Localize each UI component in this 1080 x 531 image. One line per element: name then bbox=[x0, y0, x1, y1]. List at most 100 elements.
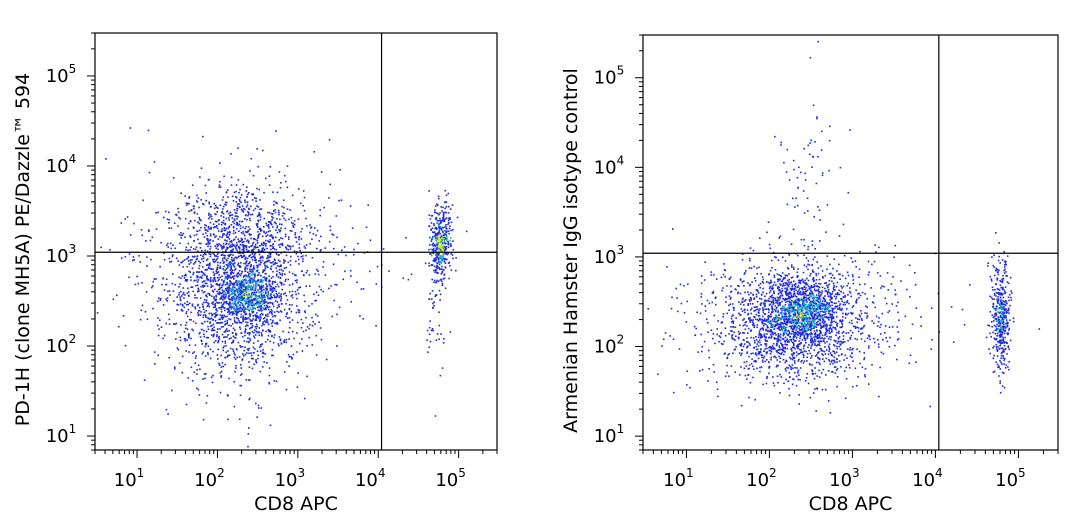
event-dot bbox=[753, 324, 756, 327]
event-dot bbox=[239, 345, 241, 347]
event-dot bbox=[285, 180, 287, 183]
event-dot bbox=[146, 318, 149, 321]
event-dot bbox=[186, 265, 189, 268]
event-dot bbox=[215, 282, 218, 285]
event-dot bbox=[188, 318, 191, 321]
event-dot bbox=[210, 205, 212, 208]
event-dot bbox=[251, 213, 254, 216]
event-dot bbox=[267, 266, 269, 269]
event-dot bbox=[180, 237, 183, 239]
event-dot bbox=[226, 233, 228, 235]
event-dot bbox=[239, 307, 241, 309]
event-dot bbox=[812, 293, 814, 296]
event-dot bbox=[770, 337, 772, 339]
event-dot bbox=[744, 291, 746, 294]
event-dot bbox=[444, 189, 447, 192]
event-dot bbox=[232, 254, 234, 256]
event-dot bbox=[828, 279, 831, 282]
event-dot bbox=[220, 302, 223, 304]
event-dot bbox=[774, 332, 777, 334]
event-dot bbox=[262, 270, 265, 273]
event-dot bbox=[223, 246, 225, 248]
event-dot bbox=[248, 341, 250, 344]
event-dot bbox=[836, 385, 838, 388]
event-dot bbox=[741, 352, 743, 355]
event-dot bbox=[199, 368, 201, 370]
event-dot bbox=[257, 404, 260, 407]
event-dot bbox=[732, 306, 735, 309]
event-dot bbox=[298, 235, 301, 238]
event-dot bbox=[118, 325, 120, 328]
event-dot bbox=[796, 276, 799, 278]
event-dot bbox=[248, 312, 251, 315]
event-dot bbox=[239, 304, 241, 306]
event-dot bbox=[292, 353, 295, 356]
event-dot bbox=[246, 265, 248, 267]
event-dot bbox=[195, 355, 197, 357]
event-dot bbox=[447, 230, 450, 232]
event-dot bbox=[740, 308, 743, 310]
event-dot bbox=[820, 349, 822, 352]
event-dot bbox=[220, 370, 223, 373]
event-dot bbox=[185, 312, 187, 315]
event-dot bbox=[186, 300, 189, 303]
event-dot bbox=[188, 337, 190, 339]
event-dot bbox=[300, 318, 303, 321]
event-dot bbox=[229, 240, 231, 243]
event-dot bbox=[443, 260, 446, 262]
event-dot bbox=[780, 343, 783, 345]
event-dot bbox=[251, 325, 254, 327]
event-dot bbox=[271, 354, 273, 357]
event-dot bbox=[243, 279, 246, 281]
event-dot bbox=[284, 219, 287, 222]
event-dot bbox=[701, 369, 704, 371]
event-dot bbox=[763, 334, 765, 337]
event-dot bbox=[322, 266, 324, 268]
event-dot bbox=[796, 327, 798, 329]
event-dot bbox=[229, 215, 231, 217]
event-dot bbox=[217, 336, 220, 339]
event-dot bbox=[217, 261, 219, 264]
event-dot bbox=[276, 301, 279, 303]
event-dot bbox=[285, 266, 288, 269]
event-dot bbox=[844, 370, 846, 372]
event-dot bbox=[786, 347, 789, 350]
event-dot bbox=[795, 340, 797, 342]
event-dot bbox=[224, 340, 227, 343]
event-dot bbox=[758, 353, 761, 355]
event-dot bbox=[238, 203, 240, 205]
event-dot bbox=[269, 298, 272, 300]
event-dot bbox=[195, 258, 198, 261]
event-dot bbox=[773, 332, 775, 335]
event-dot bbox=[849, 336, 852, 339]
event-dot bbox=[278, 244, 280, 246]
event-dot bbox=[229, 232, 231, 234]
event-dot bbox=[835, 321, 837, 324]
event-dot bbox=[303, 397, 306, 400]
event-dot bbox=[240, 240, 242, 242]
event-dot bbox=[187, 287, 189, 290]
event-dot bbox=[226, 236, 228, 239]
event-dot bbox=[443, 274, 445, 276]
event-dot bbox=[432, 329, 434, 332]
event-dot bbox=[268, 280, 270, 283]
event-dot bbox=[189, 271, 192, 273]
event-dot bbox=[188, 334, 190, 336]
event-dot bbox=[744, 374, 747, 377]
event-dot bbox=[876, 272, 879, 274]
event-dot bbox=[275, 322, 278, 325]
event-dot bbox=[766, 318, 768, 321]
event-dot bbox=[250, 293, 253, 296]
event-dot bbox=[235, 308, 237, 310]
event-dot bbox=[192, 271, 195, 274]
event-dot bbox=[304, 300, 306, 303]
event-dot bbox=[233, 302, 236, 305]
event-dot bbox=[826, 323, 828, 325]
event-dot bbox=[866, 297, 868, 300]
event-dot bbox=[257, 219, 259, 222]
event-dot bbox=[332, 263, 335, 266]
event-dot bbox=[825, 374, 827, 376]
event-dot bbox=[247, 433, 250, 435]
event-dot bbox=[225, 295, 227, 297]
event-dot bbox=[776, 351, 778, 353]
